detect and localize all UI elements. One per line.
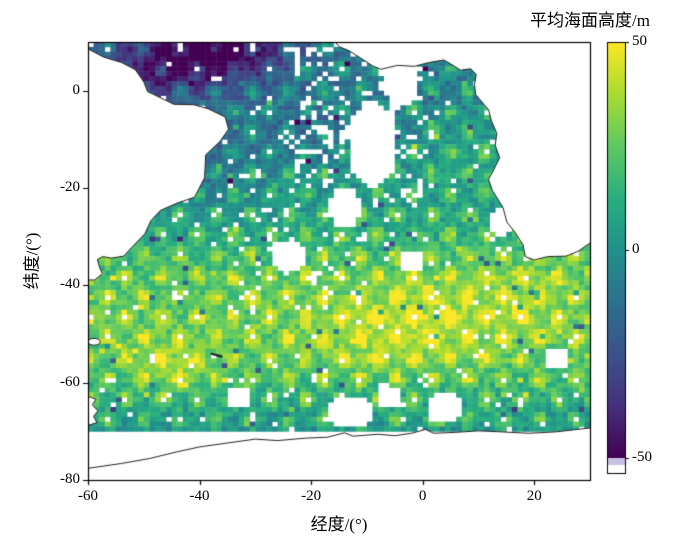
figure: 平均海面高度/m 经度/(°) 纬度/(°) -60 -40 -20 0 20 0 -20-… (0, 0, 700, 545)
sea-surface-height-map-canvas (0, 0, 700, 545)
